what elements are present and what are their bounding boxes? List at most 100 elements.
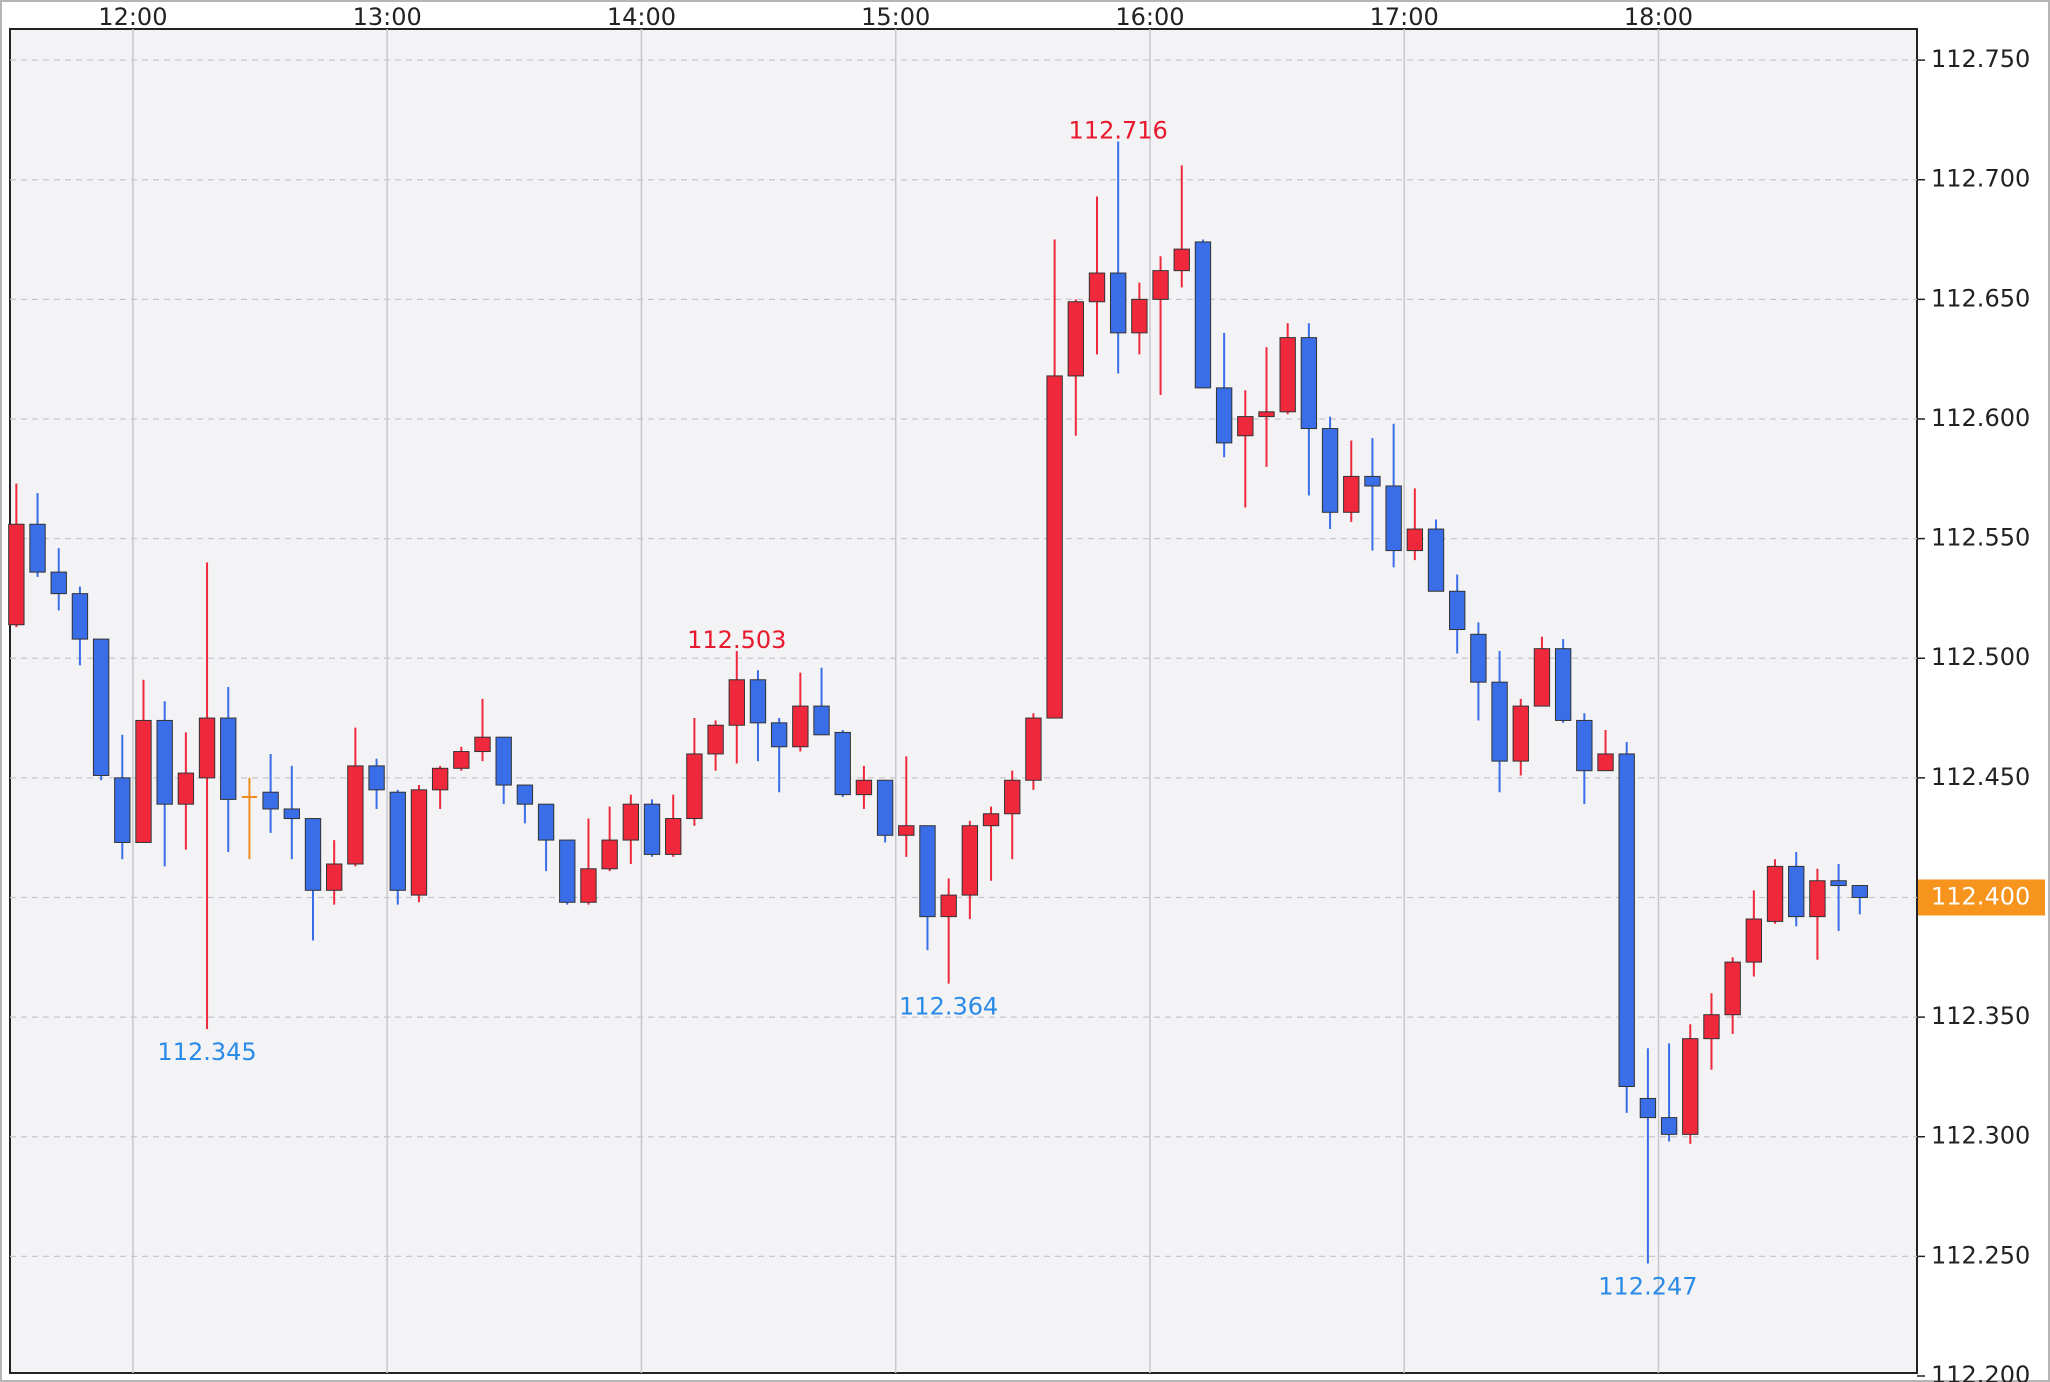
candle-body [1766, 865, 1784, 922]
candle-body [1470, 633, 1487, 683]
candle-body [368, 765, 385, 791]
candle-body [601, 839, 618, 870]
candle-body [1851, 885, 1868, 898]
candle-body [474, 736, 491, 753]
candle-body [1046, 375, 1063, 719]
candle-body [495, 736, 512, 786]
candle-body [1004, 779, 1021, 815]
candle-body [1682, 1038, 1699, 1135]
candle-body [855, 779, 873, 796]
candle-body [198, 717, 216, 779]
candle-body [643, 803, 661, 855]
candle-body [813, 705, 830, 736]
y-tick-label: 112.500 [1931, 643, 2030, 671]
candle-body [1279, 337, 1296, 413]
candle-body [834, 731, 851, 796]
candle-body [71, 593, 89, 640]
candle-body [1364, 475, 1381, 487]
candle-body [156, 719, 173, 805]
candle-body [1639, 1097, 1657, 1119]
y-tick-label: 112.600 [1931, 404, 2030, 432]
candle-body [304, 818, 322, 891]
candle-body [1321, 428, 1339, 513]
candle-body [1300, 337, 1318, 430]
annotation: 112.503 [687, 626, 786, 654]
candle-body [135, 719, 152, 843]
candle-body [1194, 241, 1212, 389]
candle-body [1343, 475, 1360, 513]
candle-body [665, 818, 682, 855]
candle-body [50, 571, 67, 595]
annotation: 112.364 [899, 993, 998, 1021]
candle-body [1385, 485, 1402, 552]
candle-body [410, 789, 428, 896]
candle-body [1067, 301, 1084, 377]
annotation: 112.247 [1598, 1273, 1697, 1301]
candle-body [707, 724, 724, 755]
current-price-box [1918, 879, 2045, 916]
candle-body [1660, 1117, 1678, 1135]
candle-body [29, 523, 46, 573]
candle-body [177, 772, 195, 805]
candle-body [1830, 880, 1847, 887]
y-tick-label: 112.450 [1931, 763, 2030, 791]
candle-body [686, 753, 703, 820]
y-tick-label: 112.550 [1931, 524, 2030, 552]
candle-body [1109, 272, 1127, 334]
candle-body [728, 679, 745, 726]
candle-body [1406, 528, 1424, 552]
candle-body [92, 638, 110, 776]
candle-body [431, 767, 449, 791]
candle-body [283, 808, 300, 820]
annotation: 112.345 [157, 1038, 256, 1066]
candle-body [347, 765, 364, 865]
candle-body [1237, 416, 1254, 437]
candle-body [326, 863, 343, 891]
candle-body [749, 679, 767, 724]
candle-body [1703, 1014, 1720, 1040]
candle-body [1088, 272, 1106, 303]
y-tick-label: 112.300 [1931, 1122, 2030, 1150]
candle-body [1533, 648, 1551, 707]
candle-body [1449, 590, 1466, 631]
candle-body [1576, 719, 1593, 772]
candle-body [1745, 918, 1763, 963]
candle-body [1554, 648, 1572, 721]
candle-body [8, 523, 25, 626]
candle-body [262, 791, 279, 810]
candle-body [389, 791, 406, 891]
x-tick-label: 14:00 [607, 3, 676, 31]
candle-body [1788, 865, 1805, 918]
candle-body [559, 839, 576, 903]
candle-body [1491, 681, 1508, 762]
x-tick-label: 17:00 [1370, 3, 1439, 31]
candle-body [1258, 411, 1275, 418]
candle-body [940, 894, 957, 918]
candle-body [961, 825, 979, 896]
candle-body [898, 825, 915, 836]
candle-body [1724, 961, 1741, 1016]
y-tick-label: 112.350 [1931, 1002, 2030, 1030]
plot-area [9, 28, 1918, 1374]
y-tick-label: 112.650 [1931, 284, 2030, 312]
annotation: 112.716 [1069, 116, 1168, 144]
candle-body [1597, 753, 1614, 772]
candle-body [1809, 880, 1826, 918]
candle-body [1618, 753, 1635, 1088]
y-tick-label: 112.700 [1931, 165, 2030, 193]
x-tick-label: 18:00 [1624, 3, 1693, 31]
y-tick-label: 112.250 [1931, 1241, 2030, 1269]
candle-body [114, 777, 131, 843]
y-tick-label: 112.200 [1931, 1361, 2030, 1382]
x-tick-label: 15:00 [861, 3, 930, 31]
candle-body [580, 868, 597, 903]
candle-body [982, 813, 1000, 827]
candle-body [1173, 248, 1190, 272]
candle-body [919, 825, 936, 918]
candle-body [792, 705, 809, 748]
candle-body [1512, 705, 1529, 762]
candle-body [220, 717, 237, 800]
x-tick-label: 13:00 [353, 3, 422, 31]
candle-body [1152, 270, 1169, 300]
